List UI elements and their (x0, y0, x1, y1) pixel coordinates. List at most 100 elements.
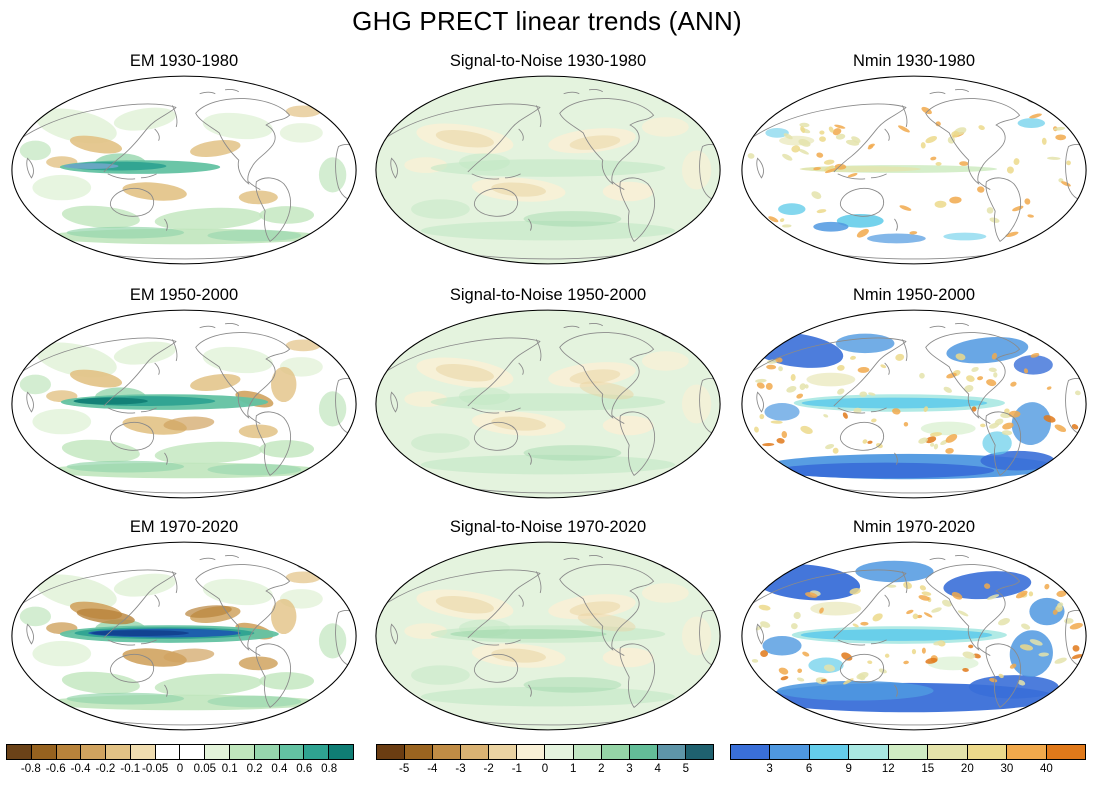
colorbar-segment (155, 745, 181, 759)
colorbar-segment (517, 745, 546, 759)
colorbar-boxes (376, 744, 714, 760)
colorbar-segment (329, 745, 353, 759)
colorbar-segment (928, 745, 968, 759)
colorbar-tick-label: 40 (1040, 763, 1053, 775)
colorbar-tick-label: 2 (598, 763, 605, 775)
colorbar-segment (405, 745, 434, 759)
world-map (741, 309, 1087, 499)
world-map (741, 75, 1087, 265)
panel-title: Nmin 1950-2000 (853, 286, 975, 304)
panel-title: Nmin 1970-2020 (853, 518, 975, 536)
colorbar-segment (888, 745, 929, 759)
world-map (375, 309, 721, 499)
colorbar-segment (130, 745, 156, 759)
colorbar-segment (629, 745, 658, 759)
colorbar-tick-label: 0.05 (193, 763, 217, 775)
colorbar-segment (106, 745, 131, 759)
colorbar-segment (1046, 745, 1085, 759)
panel-title: Signal-to-Noise 1970-2020 (449, 518, 647, 536)
colorbar-segment (489, 745, 518, 759)
colorbar-segment (657, 745, 686, 759)
colorbar-segment (180, 745, 206, 759)
colorbar-boxes (730, 744, 1086, 760)
colorbar-tick-label: 3 (766, 763, 773, 775)
colorbar-tick-label: 5 (682, 763, 690, 775)
colorbar-tick-label: -2 (483, 763, 494, 775)
world-map (375, 541, 721, 731)
colorbar-tick-label: -1 (511, 763, 522, 775)
colorbar-segment (967, 745, 1008, 759)
colorbar-tick-label: 20 (960, 763, 974, 775)
panel-title: EM 1970-2020 (129, 518, 239, 536)
colorbar-segment (573, 745, 602, 759)
colorbar-segment (377, 745, 406, 759)
colorbar-segment (849, 745, 889, 759)
panel-title: Signal-to-Noise 1950-2000 (449, 286, 647, 304)
colorbar-segment (7, 745, 32, 759)
colorbar-tick-label: 0.4 (271, 763, 288, 775)
world-map (375, 75, 721, 265)
colorbar-tick-label: -0.4 (70, 763, 91, 775)
colorbar-segment (770, 745, 810, 759)
panel-title: Nmin 1930-1980 (853, 52, 975, 70)
colorbar-segment (1007, 745, 1047, 759)
colorbar-nmin: 3 6 9 12 15 20 30 40 (730, 744, 1086, 782)
colorbar-tick-label: -0.2 (95, 763, 116, 775)
panel-s2n-1970-2020: Signal-to-Noise 1970-2020 (372, 516, 724, 734)
colorbar-tick-label: 0.1 (221, 763, 238, 775)
colorbar-segment (279, 745, 305, 759)
colorbar-signal-to-noise: -5 -4 -3 -2 -1 0 1 2 3 4 5 (376, 744, 714, 782)
panel-nmin-1930-1980: Nmin 1930-1980 (738, 50, 1090, 268)
colorbar-segment (205, 745, 231, 759)
colorbar-segment (601, 745, 630, 759)
panel-s2n-1930-1980: Signal-to-Noise 1930-1980 (372, 50, 724, 268)
world-map (11, 309, 357, 499)
world-map (741, 541, 1087, 731)
colorbar-tick-label: 15 (921, 763, 935, 775)
panel-nmin-1950-2000: Nmin 1950-2000 (738, 284, 1090, 502)
colorbar-tick-label: 1 (569, 763, 577, 775)
colorbar-segment (31, 745, 57, 759)
colorbar-tick-label: 3 (626, 763, 633, 775)
colorbar-segment (461, 745, 490, 759)
world-map (11, 75, 357, 265)
colorbar-tick-label: -3 (455, 763, 466, 775)
colorbar-tick-label: 0 (541, 763, 549, 775)
panel-em-1970-2020: EM 1970-2020 (8, 516, 360, 734)
colorbar-segment (685, 745, 713, 759)
colorbar-tick-label: 6 (805, 763, 813, 775)
panel-s2n-1950-2000: Signal-to-Noise 1950-2000 (372, 284, 724, 502)
colorbar-segment (304, 745, 330, 759)
panel-title: Signal-to-Noise 1930-1980 (449, 52, 647, 70)
colorbar-segment (56, 745, 82, 759)
panel-nmin-1970-2020: Nmin 1970-2020 (738, 516, 1090, 734)
colorbar-labels: 3 6 9 12 15 20 30 40 (730, 760, 1086, 778)
colorbar-tick-label: -5 (399, 763, 410, 775)
colorbar-tick-label: 30 (1000, 763, 1014, 775)
colorbar-tick-label: 0.8 (321, 763, 338, 775)
world-map (11, 541, 357, 731)
panel-em-1930-1980: EM 1930-1980 (8, 50, 360, 268)
colorbar-boxes (6, 744, 354, 760)
colorbar-tick-label: -0.05 (142, 763, 169, 775)
colorbar-segment (254, 745, 280, 759)
colorbar-tick-label: 0.2 (246, 763, 263, 775)
figure-title: GHG PRECT linear trends (ANN) (352, 6, 742, 36)
colorbar-labels: -5 -4 -3 -2 -1 0 1 2 3 4 5 (376, 760, 714, 778)
colorbar-tick-label: 12 (881, 763, 895, 775)
colorbar-em: -0.8 -0.6 -0.4 -0.2 -0.1 -0.05 0 0.05 0.1 0.2 0.4 0… (6, 744, 354, 782)
colorbar-segment (731, 745, 771, 759)
colorbar-tick-label: 0 (176, 763, 184, 775)
colorbar-segment (545, 745, 574, 759)
colorbar-tick-label: -0.6 (45, 763, 66, 775)
panel-em-1950-2000: EM 1950-2000 (8, 284, 360, 502)
panel-title: EM 1930-1980 (129, 52, 239, 70)
colorbar-segment (230, 745, 255, 759)
colorbar-segment (433, 745, 462, 759)
colorbar-segment (81, 745, 107, 759)
colorbar-tick-label: 4 (654, 763, 661, 775)
colorbar-tick-label: -0.8 (20, 763, 41, 775)
colorbar-segment (809, 745, 850, 759)
colorbar-tick-label: 0.6 (296, 763, 313, 775)
